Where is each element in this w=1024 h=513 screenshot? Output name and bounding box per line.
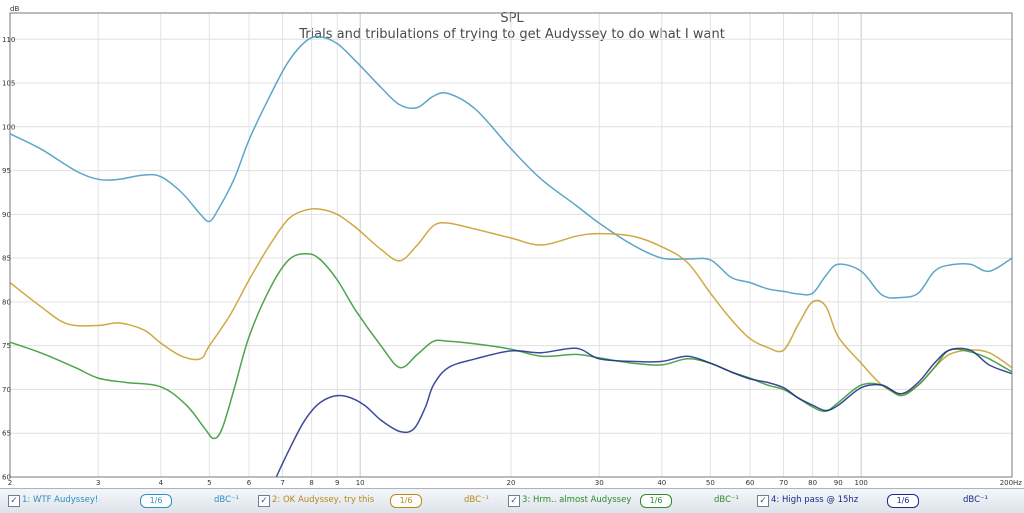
y-tick-label: 75 — [2, 342, 11, 350]
series-group — [9, 35, 1013, 478]
y-axis-label: dB — [10, 5, 19, 13]
legend-label: 4: High pass @ 15hz — [771, 495, 859, 505]
x-tick-label: 2 — [8, 479, 12, 487]
x-tick-label: 90 — [834, 479, 843, 487]
unit-label: dBC⁻¹ — [214, 495, 239, 505]
x-tick-label: 60 — [746, 479, 755, 487]
plot-frame — [9, 12, 1013, 478]
checkbox-icon[interactable]: ✓ — [258, 495, 270, 507]
series-line-ok-audyssey — [9, 207, 1013, 395]
series-line-wtf-audyssey — [9, 35, 1013, 299]
x-tick-label: 30 — [595, 479, 604, 487]
x-tick-label: 4 — [159, 479, 164, 487]
y-tick-label: 95 — [2, 167, 11, 175]
x-tick-label: 10 — [356, 479, 365, 487]
legend-label: 1: WTF Audyssey! — [22, 495, 99, 505]
x-tick-label: 9 — [335, 479, 339, 487]
checkbox-icon[interactable]: ✓ — [757, 495, 769, 507]
y-tick-labels: 60 65 70 75 80 85 90 95 100 105 110 — [2, 36, 15, 482]
series-line-almost-audyssey — [9, 253, 1013, 440]
smoothing-button[interactable]: 1/6 — [640, 494, 672, 508]
x-tick-label: 7 — [280, 479, 284, 487]
x-tick-label: 8 — [309, 479, 313, 487]
checkbox-icon[interactable]: ✓ — [8, 495, 20, 507]
x-tick-label: 50 — [706, 479, 715, 487]
legend-label: 2: OK Audyssey, try this — [272, 495, 375, 505]
y-tick-label: 70 — [2, 386, 11, 394]
unit-label: dBC⁻¹ — [464, 495, 489, 505]
y-tick-label: 90 — [2, 211, 11, 219]
legend-label: 3: Hrm.. almost Audyssey — [522, 495, 632, 505]
y-tick-label: 60 — [2, 474, 11, 482]
x-tick-label: 80 — [808, 479, 817, 487]
unit-label: dBC⁻¹ — [963, 495, 988, 505]
x-tick-label: 70 — [779, 479, 788, 487]
unit-label: dBC⁻¹ — [714, 495, 739, 505]
smoothing-button[interactable]: 1/6 — [887, 494, 919, 508]
y-tick-label: 105 — [2, 80, 15, 88]
series-line-high-pass — [275, 347, 1013, 478]
spl-chart: SPL Trials and tribulations of trying to… — [2, 5, 1023, 487]
y-tick-label: 80 — [2, 298, 11, 306]
smoothing-button[interactable]: 1/6 — [140, 494, 172, 508]
grid — [9, 13, 1013, 478]
y-tick-label: 110 — [2, 36, 15, 44]
y-tick-label: 100 — [2, 123, 15, 131]
x-tick-label: 6 — [247, 479, 252, 487]
checkbox-icon[interactable]: ✓ — [508, 495, 520, 507]
y-tick-label: 65 — [2, 430, 11, 438]
x-tick-label: 100 — [854, 479, 867, 487]
x-tick-label: 5 — [207, 479, 211, 487]
x-tick-label: 200Hz — [1000, 479, 1023, 487]
x-tick-label: 40 — [657, 479, 666, 487]
smoothing-button[interactable]: 1/6 — [390, 494, 422, 508]
x-tick-label: 3 — [96, 479, 100, 487]
x-tick-label: 20 — [507, 479, 516, 487]
y-tick-label: 85 — [2, 255, 11, 263]
legend-bar: ✓ 1: WTF Audyssey! 1/6 dBC⁻¹ ✓ 2: OK Aud… — [0, 488, 1024, 513]
chart-title: SPL — [500, 11, 524, 26]
x-tick-labels: 2 3 4 5 6 7 8 9 10 20 30 40 50 60 70 80 90 100 200Hz — [8, 479, 1023, 487]
